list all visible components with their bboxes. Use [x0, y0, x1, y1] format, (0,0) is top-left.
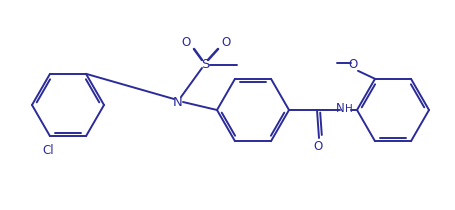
- Text: N: N: [335, 102, 344, 116]
- Text: O: O: [181, 35, 190, 49]
- Text: S: S: [200, 59, 209, 71]
- Text: H: H: [344, 104, 352, 114]
- Text: Cl: Cl: [42, 144, 54, 157]
- Text: O: O: [348, 58, 357, 71]
- Text: O: O: [221, 35, 230, 49]
- Text: N: N: [173, 96, 182, 109]
- Text: O: O: [313, 140, 322, 154]
